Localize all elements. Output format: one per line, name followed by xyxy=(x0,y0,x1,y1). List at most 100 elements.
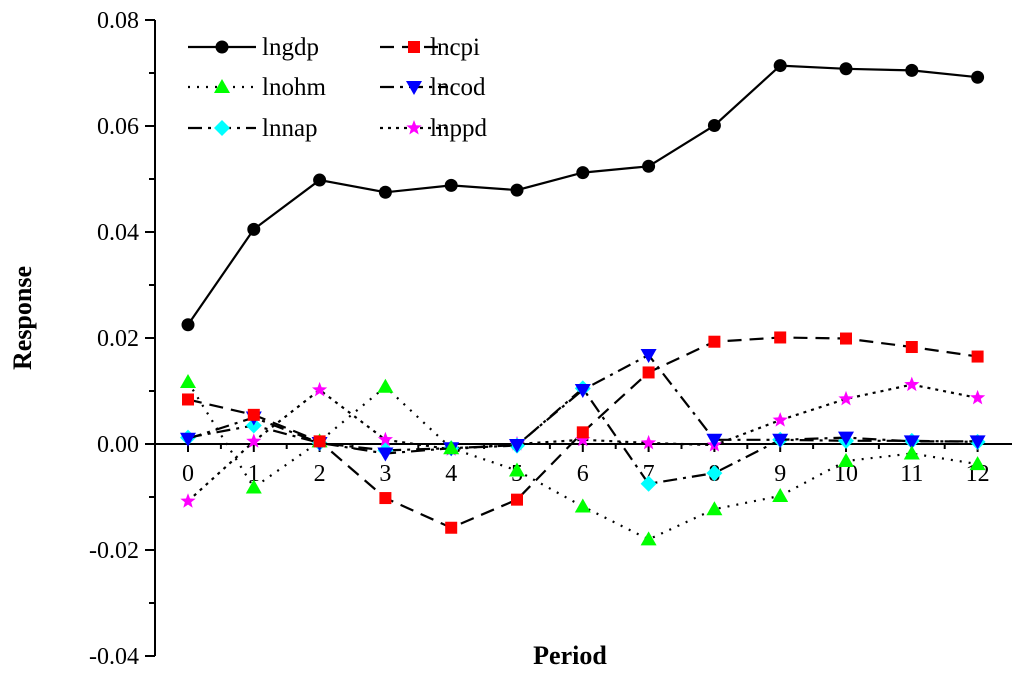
data-point-lngdp xyxy=(773,59,787,73)
data-point-lnnap xyxy=(706,465,723,482)
data-point-lncod xyxy=(838,431,854,446)
data-point-lncpi xyxy=(840,332,852,345)
data-point-lncod xyxy=(640,348,657,363)
x-tick-label: 3 xyxy=(379,461,391,487)
data-point-lnohm xyxy=(772,487,789,502)
data-point-lnohm xyxy=(180,373,196,388)
data-point-lnppd xyxy=(904,376,920,392)
data-point-lngdp xyxy=(576,166,590,180)
data-point-lncpi xyxy=(971,350,984,363)
legend-item-lngdp: lngdp xyxy=(188,34,319,61)
legend-item-lnnap: lnnap xyxy=(188,115,318,142)
legend-label-lnohm: lnohm xyxy=(262,74,326,101)
data-point-lnnap xyxy=(640,475,657,492)
data-point-lnohm xyxy=(245,479,262,494)
data-point-lnohm xyxy=(706,501,723,516)
x-tick-label: 1 xyxy=(248,461,260,487)
data-point-lngdp xyxy=(247,222,261,236)
data-point-lngdp xyxy=(378,185,392,199)
data-point-lncpi xyxy=(313,435,326,448)
data-point-lnohm xyxy=(903,445,920,460)
x-tick-label: 6 xyxy=(577,461,589,487)
data-point-lnohm xyxy=(574,498,591,513)
data-point-lngdp xyxy=(905,63,919,77)
data-point-lnppd xyxy=(377,431,393,447)
data-point-lngdp xyxy=(971,70,985,84)
data-point-lncpi xyxy=(708,335,721,348)
x-tick-label: 0 xyxy=(182,461,194,487)
data-point-lncpi xyxy=(511,493,523,506)
data-point-lnppd xyxy=(312,381,328,397)
data-point-lngdp xyxy=(444,178,458,192)
series-line-lngdp xyxy=(187,64,978,326)
y-axis-title: Response xyxy=(8,266,37,370)
data-point-lnohm xyxy=(640,531,657,546)
x-tick-label: 9 xyxy=(774,461,786,487)
legend-label-lncpi: lncpi xyxy=(430,34,480,61)
data-point-lncpi xyxy=(445,521,458,534)
legend-marker-lnppd xyxy=(406,120,422,135)
legend-label-lngdp: lngdp xyxy=(262,34,319,61)
axes: -0.04-0.020.000.020.040.060.080123456789… xyxy=(89,8,1012,670)
data-point-lnohm xyxy=(509,462,525,477)
data-point-lngdp xyxy=(707,118,721,132)
data-point-lngdp xyxy=(510,183,524,197)
data-point-lncpi xyxy=(576,426,589,439)
data-point-lnohm xyxy=(838,452,854,467)
data-point-lnppd xyxy=(641,434,657,450)
legend-label-lnnap: lnnap xyxy=(262,115,318,142)
series-layer xyxy=(180,59,986,546)
x-axis-title: Period xyxy=(533,641,607,670)
data-point-lncpi xyxy=(247,408,260,421)
data-point-lngdp xyxy=(839,62,853,76)
series-lngdp xyxy=(181,59,985,332)
legend-item-lncpi: lncpi xyxy=(380,34,480,61)
data-point-lnppd xyxy=(246,433,262,448)
data-point-lnohm xyxy=(443,440,460,455)
x-tick-label: 11 xyxy=(900,461,923,487)
y-tick-label: 0.06 xyxy=(97,114,139,140)
data-point-lncpi xyxy=(379,492,392,505)
legend-marker-lngdp xyxy=(215,40,229,54)
data-point-lncod xyxy=(180,432,196,447)
legend-label-lncod: lncod xyxy=(430,74,486,101)
data-point-lncod xyxy=(903,435,920,450)
y-tick-label: -0.04 xyxy=(89,644,139,670)
legend-marker-lncod xyxy=(406,81,422,95)
data-point-lngdp xyxy=(181,318,195,332)
data-point-lnppd xyxy=(970,389,986,405)
x-tick-label: 4 xyxy=(445,461,457,487)
y-tick-label: 0.04 xyxy=(97,220,139,246)
data-point-lncpi xyxy=(182,393,194,406)
legend-item-lncod: lncod xyxy=(380,74,486,101)
legend-label-lnppd: lnppd xyxy=(430,115,487,142)
legend-marker-lnnap xyxy=(214,120,230,136)
data-point-lncod xyxy=(969,435,986,450)
data-point-lngdp xyxy=(313,173,327,187)
data-point-lncod xyxy=(574,383,591,398)
data-point-lnohm xyxy=(377,378,394,393)
data-point-lnohm xyxy=(969,456,986,471)
y-tick-label: 0.02 xyxy=(97,326,139,352)
data-point-lnppd xyxy=(838,390,854,406)
y-tick-label: 0.08 xyxy=(97,8,139,34)
data-point-lncod xyxy=(509,439,525,454)
data-point-lnppd xyxy=(575,431,591,447)
y-tick-label: 0.00 xyxy=(97,432,139,458)
legend: lngdp lncpi lnohm lncod lnnap lnppd xyxy=(188,34,487,142)
data-point-lncpi xyxy=(774,331,787,344)
legend-item-lnohm: lnohm xyxy=(188,74,326,101)
data-point-lncpi xyxy=(905,341,918,354)
series-lnohm xyxy=(180,373,986,546)
y-tick-label: -0.02 xyxy=(89,538,139,564)
data-point-lncod xyxy=(772,433,789,448)
legend-marker-lncpi xyxy=(408,41,420,53)
data-point-lngdp xyxy=(642,159,656,173)
data-point-lncpi xyxy=(642,366,655,379)
series-lncod xyxy=(180,348,986,462)
x-tick-label: 2 xyxy=(314,461,326,487)
data-point-lnppd xyxy=(180,493,196,508)
data-point-lncod xyxy=(377,447,394,462)
legend-item-lnppd: lnppd xyxy=(380,115,487,142)
